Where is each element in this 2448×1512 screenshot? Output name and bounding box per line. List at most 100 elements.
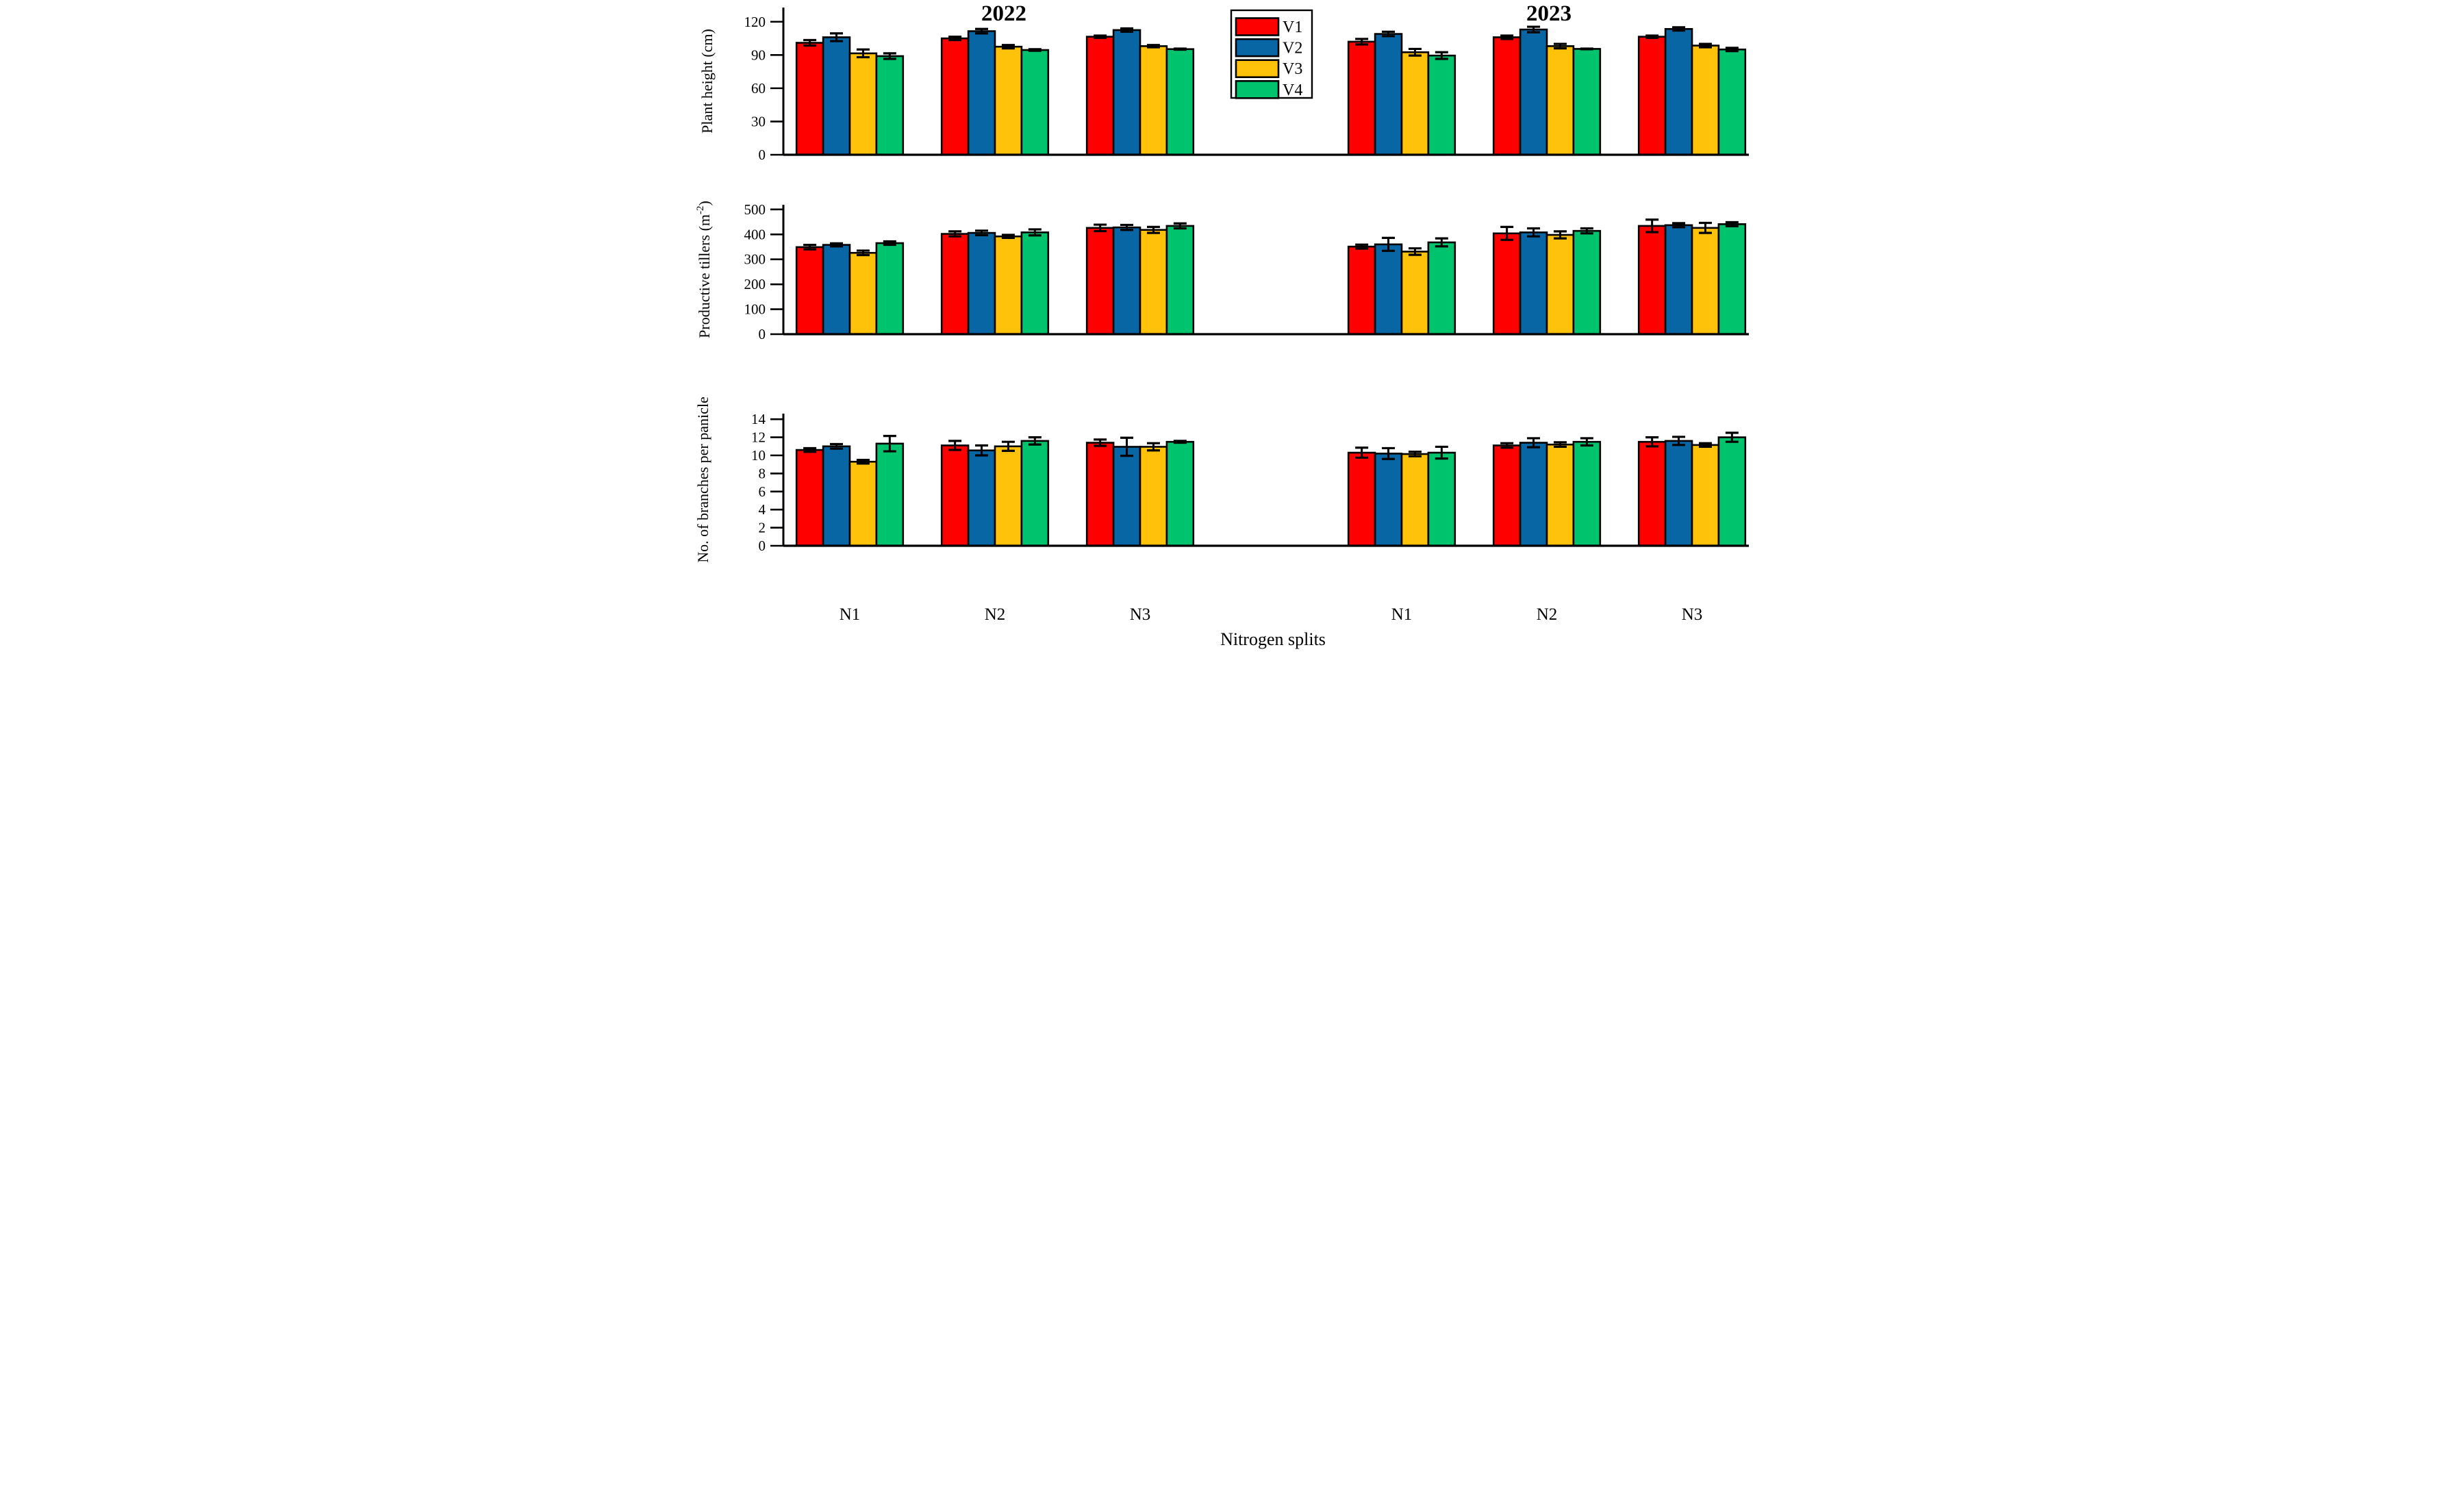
figure-grouped-bar-chart: 2022 2023 0 30 60 90 120 Plant height (cm) 0 100 2… xyxy=(694,0,1754,655)
bar-V2-N2-2022 xyxy=(967,30,996,156)
bar-V4-N3-2022 xyxy=(1165,48,1195,156)
bar-V3-N3-2022 xyxy=(1139,45,1168,156)
bar-V4-N1-2022 xyxy=(875,442,905,547)
bar-V1-N3-2022 xyxy=(1085,442,1115,547)
bar-V1-N1-2023 xyxy=(1347,451,1376,547)
bar-V3-N2-2023 xyxy=(1545,443,1575,547)
bar-V3-N2-2023 xyxy=(1545,45,1575,156)
bar-V4-N2-2022 xyxy=(1020,231,1050,336)
bar-V2-N3-2023 xyxy=(1664,224,1693,336)
bar-V1-N1-2022 xyxy=(795,42,824,156)
legend: V1 V2 V3 V4 xyxy=(1230,9,1313,99)
bar-V3-N3-2022 xyxy=(1139,229,1168,336)
bar-V4-N3-2022 xyxy=(1165,440,1195,547)
y-tick-label: 300 xyxy=(744,251,766,268)
bar-V4-N3-2023 xyxy=(1717,223,1747,336)
bar-V1-N2-2023 xyxy=(1492,36,1522,156)
y-tick-label: 12 xyxy=(751,429,766,446)
y-tick-label: 14 xyxy=(751,411,766,427)
bar-V3-N1-2023 xyxy=(1400,453,1430,547)
bar-V3-N1-2023 xyxy=(1400,251,1430,336)
bar-V4-N1-2022 xyxy=(875,55,905,156)
y-tick-label: 0 xyxy=(759,326,766,342)
y-tick-label: 2 xyxy=(759,520,766,536)
legend-label-V4: V4 xyxy=(1283,81,1302,99)
y-axis-title: Productive tillers (m-2) xyxy=(695,201,713,338)
y-tick-label: 6 xyxy=(759,483,766,500)
bar-V2-N3-2022 xyxy=(1112,226,1141,336)
x-tick-label-N3-2022: N3 xyxy=(1130,605,1151,624)
bar-V3-N1-2022 xyxy=(848,52,878,156)
bar-V1-N2-2023 xyxy=(1492,444,1522,547)
y-tick-label: 30 xyxy=(751,113,766,129)
bar-V3-N3-2022 xyxy=(1139,446,1168,547)
bar-V3-N3-2023 xyxy=(1691,444,1720,547)
y-tick-label: 500 xyxy=(744,201,766,218)
bar-V1-N3-2022 xyxy=(1085,227,1115,336)
x-tick-label-N2-2022: N2 xyxy=(985,605,1006,624)
bar-V4-N2-2023 xyxy=(1572,440,1602,547)
y-tick-label: 400 xyxy=(744,226,766,242)
bar-V4-N1-2022 xyxy=(875,242,905,336)
bar-V1-N2-2023 xyxy=(1492,232,1522,336)
bar-V4-N2-2023 xyxy=(1572,229,1602,336)
bar-V4-N1-2023 xyxy=(1427,451,1456,547)
bar-V2-N2-2023 xyxy=(1519,231,1548,336)
y-tick-label: 120 xyxy=(744,14,766,30)
bar-V2-N1-2023 xyxy=(1374,33,1403,156)
bar-V3-N2-2022 xyxy=(994,445,1023,547)
x-axis-title: Nitrogen splits xyxy=(1220,629,1326,649)
bar-V3-N1-2022 xyxy=(848,460,878,547)
bar-V3-N1-2023 xyxy=(1400,51,1430,156)
bar-V4-N3-2023 xyxy=(1717,436,1747,547)
y-tick-label: 0 xyxy=(759,147,766,163)
legend-swatch-V1 xyxy=(1235,17,1280,36)
bar-V2-N2-2022 xyxy=(967,449,996,547)
bar-V4-N1-2023 xyxy=(1427,54,1456,156)
y-tick-label: 0 xyxy=(759,538,766,554)
x-tick-label-N1-2023: N1 xyxy=(1391,605,1413,624)
legend-swatch-V3 xyxy=(1235,59,1280,78)
bar-V2-N1-2022 xyxy=(822,445,851,547)
legend-swatch-V4 xyxy=(1235,80,1280,99)
bar-V1-N1-2023 xyxy=(1347,245,1376,336)
bar-V4-N2-2022 xyxy=(1020,49,1050,156)
legend-label-V1: V1 xyxy=(1283,18,1302,36)
y-tick-label: 90 xyxy=(751,47,766,63)
bar-V3-N3-2023 xyxy=(1691,45,1720,156)
bar-V2-N3-2023 xyxy=(1664,27,1693,156)
bar-V2-N1-2023 xyxy=(1374,243,1403,336)
bar-V4-N3-2023 xyxy=(1717,48,1747,156)
bar-V2-N2-2023 xyxy=(1519,28,1548,156)
panel-productive-tillers: 0 100 200 300 400 500 Productive tillers (m-2) xyxy=(695,201,1749,342)
y-tick-label: 100 xyxy=(744,301,766,318)
bar-V2-N1-2022 xyxy=(822,36,851,156)
y-tick-label: 10 xyxy=(751,447,766,464)
bar-V2-N3-2022 xyxy=(1112,446,1141,547)
y-tick-label: 60 xyxy=(751,80,766,97)
bar-V4-N2-2023 xyxy=(1572,48,1602,156)
panel-plant-height: 0 30 60 90 120 Plant height (cm) xyxy=(698,8,1749,163)
x-tick-label-N1-2022: N1 xyxy=(840,605,861,624)
bar-V1-N1-2022 xyxy=(795,449,824,547)
year-title-2023: 2023 xyxy=(1526,1,1572,26)
bar-V3-N2-2022 xyxy=(994,235,1023,336)
y-axis-title: Plant height (cm) xyxy=(698,29,716,134)
bar-V2-N1-2023 xyxy=(1374,453,1403,547)
bar-V1-N3-2022 xyxy=(1085,36,1115,156)
y-tick-label: 8 xyxy=(759,465,766,481)
legend-swatch-V2 xyxy=(1235,38,1280,58)
bar-V2-N2-2023 xyxy=(1519,442,1548,547)
bar-V1-N3-2023 xyxy=(1637,36,1667,156)
x-tick-label-N3-2023: N3 xyxy=(1682,605,1703,624)
bar-V4-N3-2022 xyxy=(1165,225,1195,336)
bar-V1-N2-2022 xyxy=(940,444,970,547)
bar-V1-N3-2023 xyxy=(1637,440,1667,547)
bar-V3-N1-2022 xyxy=(848,251,878,336)
bar-V2-N3-2023 xyxy=(1664,440,1693,547)
bar-V2-N2-2022 xyxy=(967,231,996,336)
y-axis-title: No. of branches per panicle xyxy=(694,396,711,563)
year-title-2022: 2022 xyxy=(981,1,1026,26)
bar-V3-N3-2023 xyxy=(1691,227,1720,336)
